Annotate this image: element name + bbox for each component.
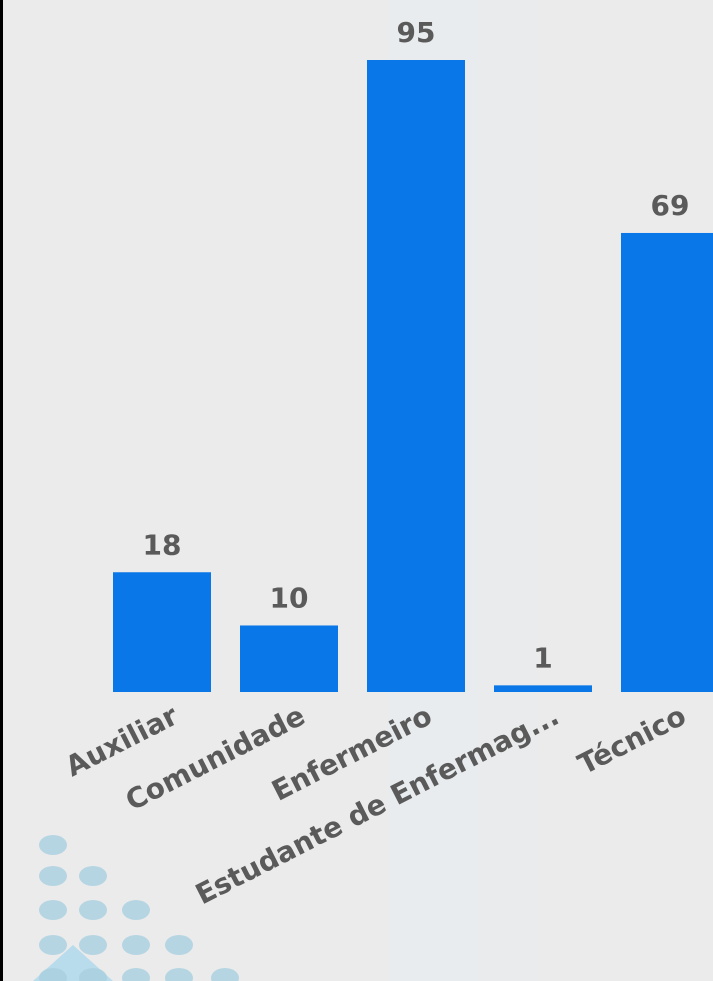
background-dot: [39, 835, 67, 855]
value-labels-group: 18 10 95 1 69: [143, 16, 690, 674]
background-dot: [211, 968, 239, 981]
background-dot: [122, 935, 150, 955]
background-dot: [122, 900, 150, 920]
bar: [240, 625, 338, 692]
background-dot: [79, 935, 107, 955]
x-tick-label: Técnico: [573, 699, 692, 781]
bar-value-label: 69: [651, 189, 690, 222]
background-dot: [79, 866, 107, 886]
bar-value-label: 18: [143, 528, 182, 561]
bar-value-label: 1: [533, 641, 552, 674]
background-dot: [79, 900, 107, 920]
bar: [621, 232, 713, 692]
bars-group: [113, 60, 713, 692]
bar-value-label: 10: [270, 581, 309, 614]
background-dot: [122, 968, 150, 981]
background-dot: [165, 935, 193, 955]
bar-chart: 18 10 95 1 69 AuxiliarComunidadeEnfermeiroEs…: [33, 0, 713, 981]
bar-value-label: 95: [397, 16, 436, 49]
bar: [494, 685, 592, 692]
background-light-panel: [478, 0, 538, 981]
background-dot: [39, 900, 67, 920]
background-dot: [79, 968, 107, 981]
background-dot: [165, 968, 193, 981]
background-dot: [39, 968, 67, 981]
bar: [113, 572, 211, 692]
background-dot: [39, 935, 67, 955]
background-dot-pattern: [39, 835, 239, 981]
bar: [367, 60, 465, 692]
background-dot: [39, 866, 67, 886]
